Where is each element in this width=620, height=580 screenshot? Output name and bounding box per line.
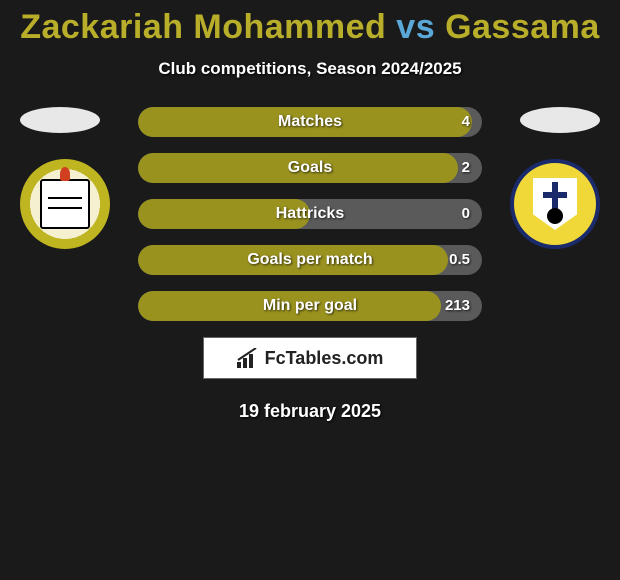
- stat-bar-value-right: 4: [462, 107, 470, 137]
- stat-bar-label: Goals per match: [138, 245, 482, 275]
- badge-right-cross-horizontal: [543, 192, 567, 198]
- player2-name: Gassama: [445, 8, 600, 46]
- stat-bar: Min per goal213: [138, 291, 482, 321]
- stat-bar-label: Matches: [138, 107, 482, 137]
- stat-bar-label: Hattricks: [138, 199, 482, 229]
- stat-bars: Matches4Goals2Hattricks0Goals per match0…: [138, 107, 482, 321]
- site-logo: FcTables.com: [203, 337, 417, 379]
- comparison-title: Zackariah Mohammed vs Gassama: [0, 0, 620, 47]
- player1-ellipse: [20, 107, 100, 133]
- chart-icon: [237, 348, 259, 368]
- content-area: Matches4Goals2Hattricks0Goals per match0…: [0, 107, 620, 422]
- stat-bar-value-right: 0: [462, 199, 470, 229]
- stat-bar-value-right: 0.5: [449, 245, 470, 275]
- stat-bar-value-right: 2: [462, 153, 470, 183]
- player2-ellipse: [520, 107, 600, 133]
- badge-left-book: [40, 179, 90, 229]
- vs-text: vs: [396, 8, 435, 46]
- player1-club-badge: [20, 159, 110, 249]
- stat-bar-label: Goals: [138, 153, 482, 183]
- subtitle: Club competitions, Season 2024/2025: [0, 59, 620, 79]
- player2-club-badge: [510, 159, 600, 249]
- site-logo-text: FcTables.com: [265, 348, 384, 369]
- player1-name: Zackariah Mohammed: [20, 8, 386, 46]
- stat-bar-value-right: 213: [445, 291, 470, 321]
- badge-right-ball-icon: [547, 208, 563, 224]
- stat-bar: Hattricks0: [138, 199, 482, 229]
- badge-left-flame-icon: [60, 167, 70, 181]
- badge-right-shield: [533, 178, 577, 230]
- stat-bar: Goals2: [138, 153, 482, 183]
- stat-bar-label: Min per goal: [138, 291, 482, 321]
- date-text: 19 february 2025: [0, 401, 620, 422]
- stat-bar: Matches4: [138, 107, 482, 137]
- stat-bar: Goals per match0.5: [138, 245, 482, 275]
